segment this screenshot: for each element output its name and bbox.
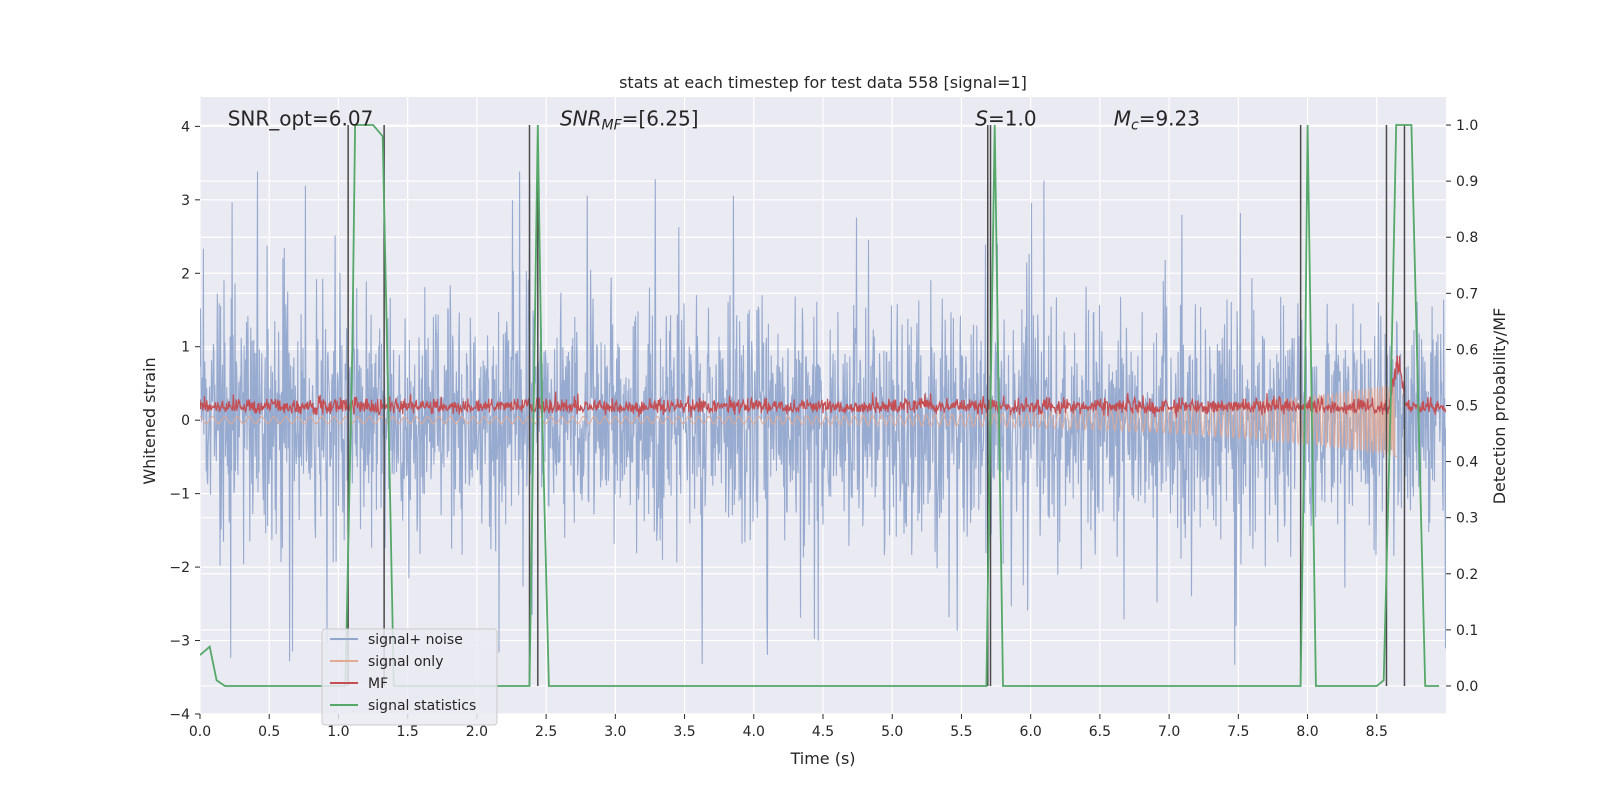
x-tick-label: 1.0 <box>327 724 349 740</box>
series-layer <box>200 124 1446 687</box>
y2-tick-label: 0.7 <box>1456 286 1478 302</box>
series-signal-noise-line <box>200 171 1446 665</box>
y-tick-label: −2 <box>169 560 190 576</box>
annotation-snr-mf: SNRMF=[6.25] <box>560 106 699 133</box>
x-tick-label: 8.0 <box>1296 724 1318 740</box>
x-tick-label: 7.0 <box>1158 724 1180 740</box>
y2-tick-label: 0.2 <box>1456 567 1478 583</box>
annotation-s-value: S=1.0 <box>975 106 1036 130</box>
y-tick-label: 3 <box>181 193 190 209</box>
x-tick-label: 4.5 <box>812 724 834 740</box>
x-tick-label: 0.5 <box>258 724 280 740</box>
x-tick-label: 0.0 <box>189 724 211 740</box>
ticks: 0.0 0.5 1.0 1.5 2.0 2.5 3.0 3.5 4.0 4.5 5.0 5.5 6.0 6… <box>169 118 1478 740</box>
y2-tick-label: 1.0 <box>1456 118 1478 134</box>
x-tick-label: 1.5 <box>397 724 419 740</box>
y-tick-label: 2 <box>181 266 190 282</box>
x-tick-label: 2.5 <box>535 724 557 740</box>
x-tick-label: 5.5 <box>950 724 972 740</box>
y-tick-label: −4 <box>169 707 190 723</box>
x-tick-label: 3.0 <box>604 724 626 740</box>
x-tick-label: 2.0 <box>466 724 488 740</box>
x-tick-label: 6.0 <box>1020 724 1042 740</box>
annotation-mc-value: Mc=9.23 <box>1114 106 1200 133</box>
y-tick-label: 0 <box>181 413 190 429</box>
series-signal-statistics-line <box>200 124 1440 687</box>
legend: signal+ noise signal only MF signal statist… <box>321 628 498 726</box>
legend-box <box>321 628 498 726</box>
y-tick-label: −1 <box>169 487 190 503</box>
y2-tick-label: 0.8 <box>1456 230 1478 246</box>
x-tick-label: 7.5 <box>1227 724 1249 740</box>
x-tick-label: 6.5 <box>1089 724 1111 740</box>
legend-label: signal+ noise <box>368 632 463 648</box>
legend-label: signal statistics <box>368 698 476 714</box>
y-axis-label: Whitened strain <box>140 357 159 484</box>
x-tick-label: 3.5 <box>673 724 695 740</box>
x-tick-label: 8.5 <box>1366 724 1388 740</box>
y2-axis-label: Detection probability/MF <box>1490 308 1509 505</box>
x-axis-label: Time (s) <box>789 749 855 768</box>
x-tick-label: 4.0 <box>743 724 765 740</box>
y2-tick-label: 0.9 <box>1456 174 1478 190</box>
y2-tick-label: 0.3 <box>1456 511 1478 527</box>
legend-label: MF <box>368 676 388 692</box>
annotation-snr-opt: SNR_opt=6.07 <box>228 106 374 130</box>
y2-tick-label: 0.5 <box>1456 399 1478 415</box>
y-tick-label: 1 <box>181 340 190 356</box>
y2-tick-label: 0.4 <box>1456 455 1478 471</box>
x-tick-label: 5.0 <box>881 724 903 740</box>
series-signal-only-line <box>200 385 1398 457</box>
annotations: SNR_opt=6.07 SNRMF=[6.25] S=1.0 Mc=9.23 <box>228 106 1200 133</box>
series-mf-line <box>200 355 1446 418</box>
y2-tick-label: 0.1 <box>1456 623 1478 639</box>
y2-tick-label: 0.0 <box>1456 679 1478 695</box>
y2-tick-label: 0.6 <box>1456 342 1478 358</box>
legend-label: signal only <box>368 654 443 670</box>
y-tick-label: −3 <box>169 634 190 650</box>
chart-title: stats at each timestep for test data 558… <box>619 73 1027 92</box>
y-tick-label: 4 <box>181 119 190 135</box>
